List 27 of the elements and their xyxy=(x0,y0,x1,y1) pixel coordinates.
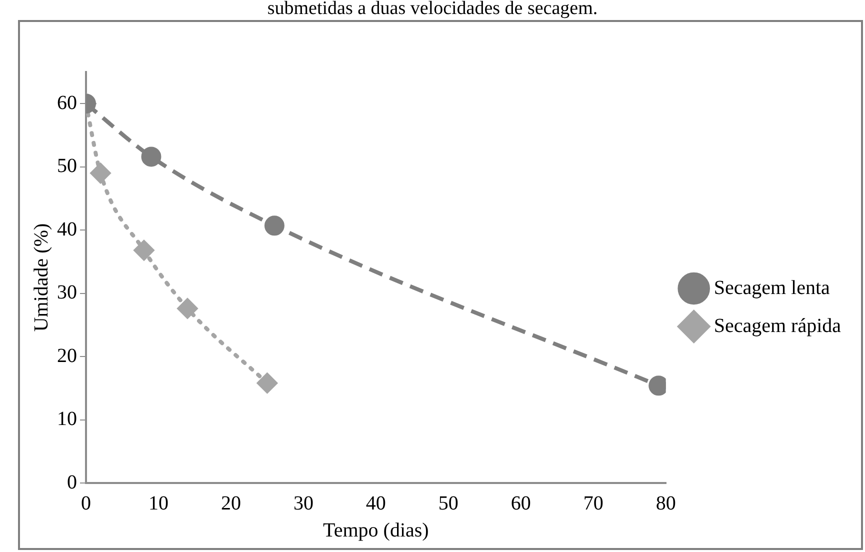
x-tick-label: 0 xyxy=(81,492,91,514)
text: submetidas a duas velocidades de secagem. xyxy=(266,0,599,19)
y-tick-label: 20 xyxy=(57,344,77,367)
x-tick-label: 20 xyxy=(220,492,241,514)
y-axis-title: Umidade (%) xyxy=(30,223,52,332)
legend-label: Secagem rápida xyxy=(714,314,842,337)
point xyxy=(257,373,278,394)
y-tick-label: 0 xyxy=(67,471,77,494)
x-axis-title: Tempo (dias) xyxy=(323,519,429,542)
x-tick-label: 30 xyxy=(293,492,314,514)
point xyxy=(177,298,198,318)
point xyxy=(141,146,162,167)
x-tick-label: 60 xyxy=(510,492,531,514)
y-tick-label: 40 xyxy=(57,218,77,240)
x-tick-label: 50 xyxy=(438,492,458,514)
point xyxy=(134,240,154,260)
y-tick-label: 30 xyxy=(57,282,77,304)
point xyxy=(90,163,110,184)
point xyxy=(264,216,284,236)
y-tick-label: 60 xyxy=(57,92,77,114)
y-tick-label: 50 xyxy=(57,155,77,178)
y-tick-label: 10 xyxy=(57,408,77,430)
legend-label: Secagem lenta xyxy=(714,276,830,299)
x-tick-label: 80 xyxy=(656,492,676,514)
x-tick-label: 10 xyxy=(148,492,168,514)
x-tick-label: 70 xyxy=(583,492,604,514)
x-tick-label: 40 xyxy=(366,492,386,514)
